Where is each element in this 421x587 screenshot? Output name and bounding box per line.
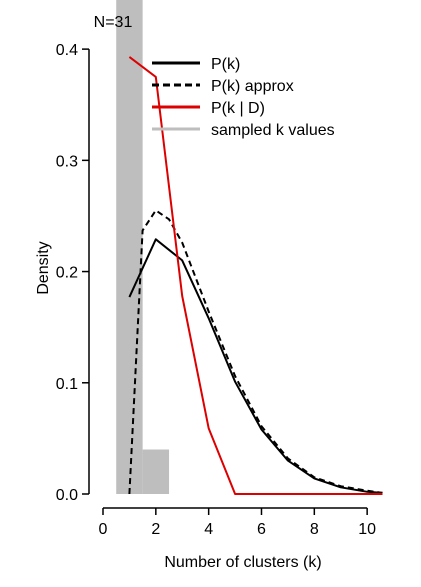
sample-size-annotation: N=31 xyxy=(94,14,133,31)
x-tick-label-1: 0 xyxy=(99,521,108,538)
legend-label-1: P(k) xyxy=(211,56,240,73)
legend-label-2: P(k) approx xyxy=(211,78,294,95)
histogram-bar-2 xyxy=(142,449,170,494)
series-layer xyxy=(128,56,383,495)
series-line-2 xyxy=(128,209,383,495)
series-line-3 xyxy=(128,56,383,495)
x-tick-label-6: 10 xyxy=(358,521,376,538)
y-tick-label-1: 0.0 xyxy=(56,487,78,504)
y-tick-label-5: 0.4 xyxy=(56,42,78,59)
x-axis-label: Number of clusters (k) xyxy=(164,554,321,571)
legend: P(k) P(k) approx P(k | D) sampled k values xyxy=(152,56,335,139)
axes: 0 2 4 6 8 10 0.0 0.1 0.2 0.3 0.4 xyxy=(56,42,376,538)
x-tick-label-2: 2 xyxy=(151,521,160,538)
histogram-bar-1 xyxy=(116,0,143,494)
legend-label-4: sampled k values xyxy=(211,122,335,139)
x-tick-label-5: 8 xyxy=(310,521,319,538)
histogram xyxy=(116,0,170,494)
y-tick-label-2: 0.1 xyxy=(56,376,78,393)
x-tick-label-3: 4 xyxy=(204,521,213,538)
series-line-1 xyxy=(128,238,383,494)
legend-label-3: P(k | D) xyxy=(211,100,265,117)
y-tick-label-4: 0.3 xyxy=(56,153,78,170)
y-tick-label-3: 0.2 xyxy=(56,265,78,282)
y-axis-label: Density xyxy=(35,241,52,294)
x-tick-label-4: 6 xyxy=(257,521,266,538)
